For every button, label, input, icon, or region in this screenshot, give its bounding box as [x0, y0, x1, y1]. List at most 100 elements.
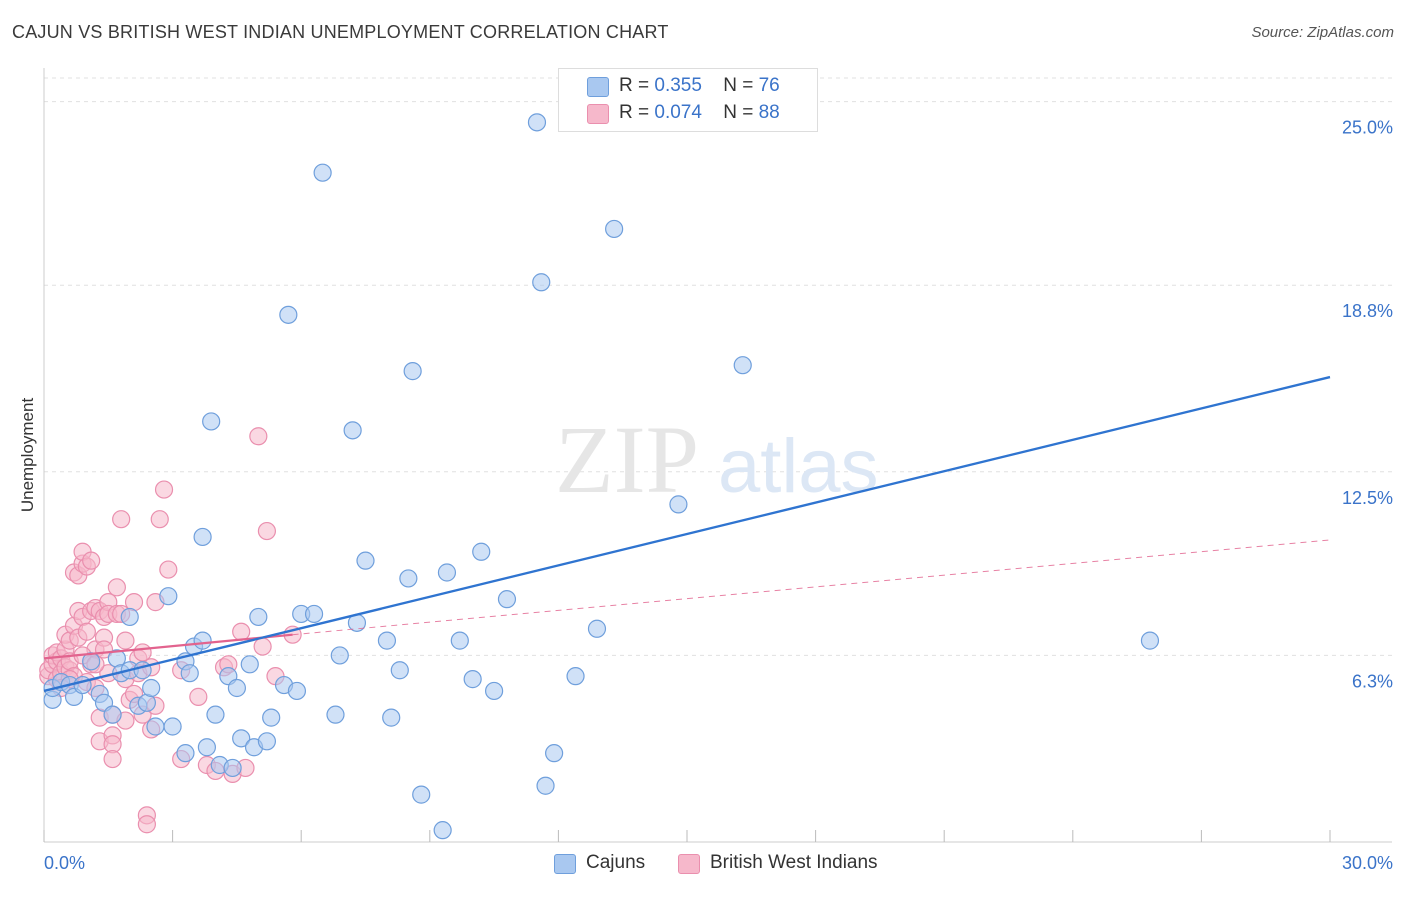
cajun-point [450, 631, 469, 650]
cajun-point [223, 758, 242, 778]
legend-n-label: N = [723, 75, 754, 96]
cajun-point [399, 569, 418, 588]
cajun-point [313, 163, 332, 182]
cajun-point [326, 705, 345, 724]
bwi-point [107, 578, 126, 597]
tick-labels: 6.3% 12.5% 18.8% 25.0% 0.0% 30.0% [44, 118, 1393, 873]
y-axis-label: Unemployment [18, 397, 37, 513]
watermark-atlas: atlas [718, 424, 879, 509]
bwi-point [249, 427, 268, 446]
cajun-point [262, 708, 281, 727]
cajun-point [279, 305, 298, 324]
x-tick-label: 0.0% [44, 853, 85, 873]
cajun-point [304, 604, 324, 624]
bwi-point [116, 631, 135, 650]
legend-row-cajuns: R = 0.355 N = 76 [587, 75, 780, 97]
british-west-indians-legend-swatch [678, 854, 700, 874]
bwi-point [137, 815, 156, 834]
cajun-point [197, 738, 216, 757]
cajun-point [527, 113, 547, 132]
cajun-trend-line [43, 375, 1331, 693]
cajun-point [472, 542, 491, 561]
cajun-point [733, 356, 752, 375]
cajun-point [1140, 631, 1160, 650]
cajun-point [566, 667, 585, 686]
cajun-point [163, 717, 182, 736]
cajun-point [536, 776, 555, 795]
british-west-indians-swatch [587, 104, 609, 124]
cajun-point [497, 590, 517, 609]
cajun-point [146, 717, 165, 736]
cajun-point [257, 732, 277, 751]
cajun-point [382, 708, 401, 727]
legend-r-value: 0.074 [654, 102, 702, 123]
cajun-point [206, 705, 225, 724]
cajun-point [142, 678, 161, 698]
bwi-point [133, 643, 152, 662]
cajun-point [356, 551, 375, 570]
cajun-point [330, 646, 349, 665]
cajun-point [669, 495, 688, 514]
cajun-point [202, 412, 221, 431]
cajun-point [605, 219, 624, 239]
bwi-trend-line [43, 633, 293, 660]
cajun-point [120, 607, 139, 627]
legend-n-label: N = [723, 102, 754, 123]
cajun-point [249, 607, 268, 627]
cajun-point [343, 421, 362, 440]
legend-r-value: 0.355 [654, 75, 702, 96]
gridlines [44, 77, 1392, 656]
cajun-point [587, 619, 607, 638]
correlation-legend: R = 0.355 N = 76 R = 0.074 N = 88 [558, 68, 818, 132]
cajun-point [227, 678, 246, 698]
british-west-indians-points [39, 427, 302, 834]
chart-title: CAJUN VS BRITISH WEST INDIAN UNEMPLOYMEN… [12, 22, 669, 42]
source-label: Source: ZipAtlas.com [1251, 24, 1394, 41]
bwi-point [257, 521, 277, 541]
cajun-point [377, 631, 397, 650]
legend-row-british-west-indians: R = 0.074 N = 88 [587, 102, 780, 124]
trend-lines [43, 375, 1331, 693]
bwi-point [232, 622, 251, 641]
bwi-point [103, 749, 122, 769]
bwi-trend-dashed [292, 539, 1331, 636]
cajun-point [159, 587, 178, 606]
cajuns-legend-label: Cajuns [586, 852, 646, 873]
cajuns-swatch [587, 77, 609, 97]
cajun-point [232, 729, 251, 748]
cajuns-legend-swatch [554, 854, 576, 874]
cajun-point [103, 705, 122, 724]
cajun-point [485, 681, 504, 701]
cajun-point [532, 273, 551, 292]
cajun-point [193, 631, 212, 650]
legend-n-value: 88 [758, 102, 780, 123]
cajun-point [240, 655, 259, 674]
watermark: ZIP atlas [555, 406, 879, 513]
cajun-point [545, 744, 564, 763]
bwi-point [159, 560, 178, 579]
cajun-point [176, 744, 195, 763]
cajun-point [180, 664, 199, 683]
legend-n-value: 76 [758, 75, 780, 96]
series-legend-british-west-indians: British West Indians [678, 852, 878, 874]
cajun-point [390, 661, 409, 680]
bwi-point [112, 510, 131, 529]
cajuns-points [43, 113, 1160, 840]
cajun-point [287, 681, 307, 701]
bwi-point [154, 480, 174, 499]
bwi-point [253, 637, 272, 656]
y-tick-label: 6.3% [1352, 671, 1393, 691]
x-tick-label: 30.0% [1342, 853, 1393, 873]
cajun-point [412, 785, 431, 804]
cajun-point [403, 362, 422, 381]
y-tick-label: 12.5% [1342, 488, 1393, 508]
cajun-point [463, 670, 482, 689]
y-tick-label: 18.8% [1342, 301, 1393, 321]
legend-r-label: R = [619, 75, 650, 96]
y-tick-label: 25.0% [1342, 118, 1393, 138]
cajun-point [437, 563, 457, 582]
watermark-zip: ZIP [555, 406, 699, 513]
bwi-point [77, 622, 96, 641]
cajun-point [193, 527, 212, 547]
